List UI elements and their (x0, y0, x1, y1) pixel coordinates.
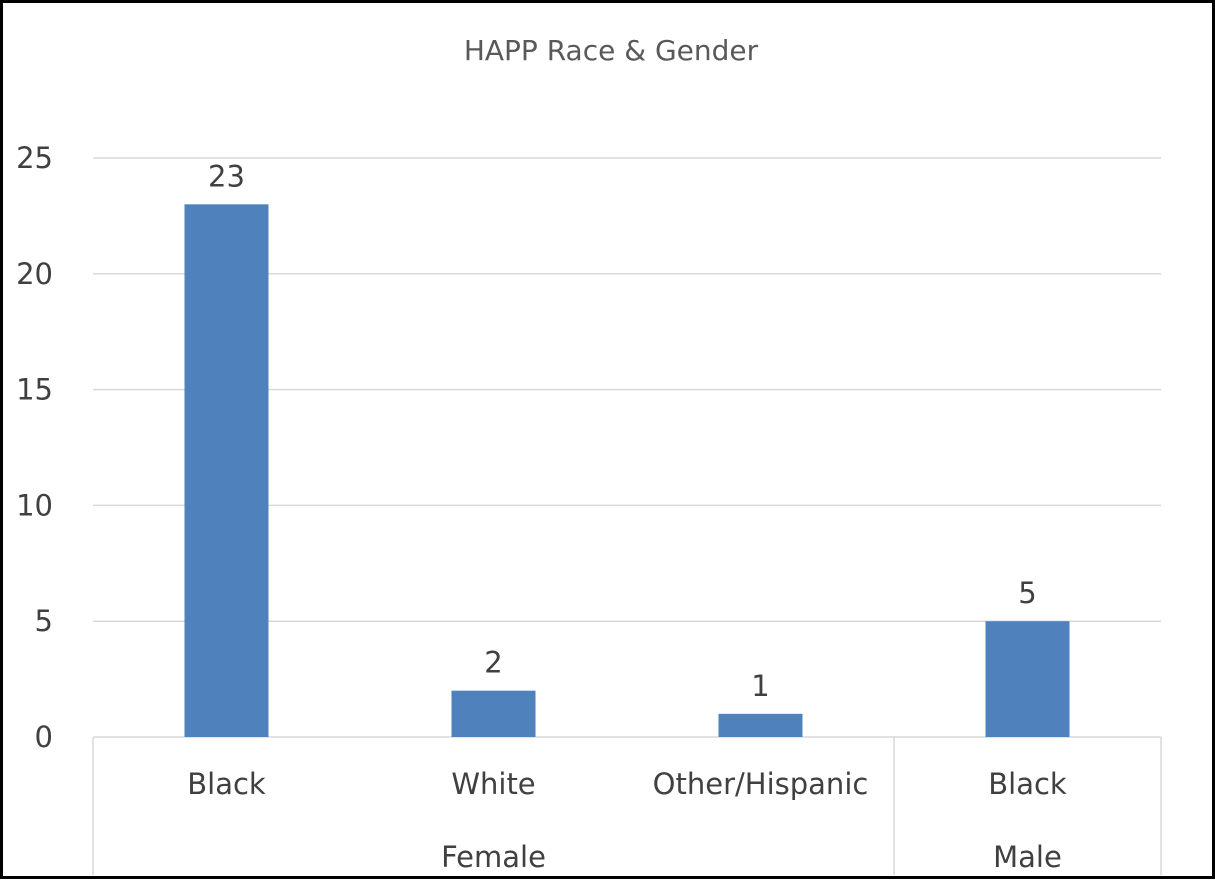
x-group-label: Female (441, 840, 546, 874)
data-label: 5 (1018, 576, 1036, 610)
bar (718, 713, 803, 737)
bar (985, 621, 1070, 737)
y-tick-label: 20 (16, 257, 53, 291)
y-tick-label: 10 (16, 488, 53, 522)
x-category-label: Black (187, 767, 266, 801)
chart-title: HAPP Race & Gender (464, 34, 759, 67)
data-label: 1 (751, 669, 769, 703)
y-tick-label: 15 (16, 373, 53, 407)
y-tick-label: 25 (16, 141, 53, 175)
bar (451, 690, 536, 737)
y-tick-label: 5 (35, 604, 53, 638)
bar (184, 204, 269, 737)
y-tick-label: 0 (35, 720, 53, 754)
x-category-label: Other/Hispanic (653, 767, 869, 801)
x-group-label: Male (993, 840, 1062, 874)
x-category-label: White (451, 767, 535, 801)
data-label: 23 (208, 159, 245, 193)
gridlines (93, 157, 1161, 622)
data-labels: 23 2 1 5 (208, 159, 1037, 703)
data-label: 2 (484, 646, 502, 680)
bars (184, 204, 1070, 737)
x-category-label: Black (988, 767, 1067, 801)
